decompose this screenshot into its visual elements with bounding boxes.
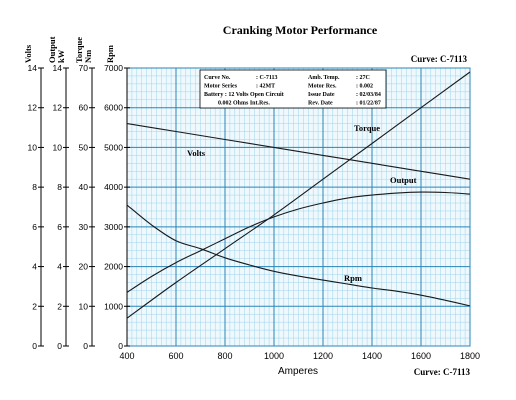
axis-tick-label: 5000 xyxy=(104,142,123,152)
info-box-text: Battery : 12 Volts Open Circuit xyxy=(204,92,284,98)
axis-tick-label: 60 xyxy=(79,103,89,113)
axis-title: Torque xyxy=(74,37,84,63)
series-line-volts xyxy=(126,123,471,180)
info-box-text: Rev. Date xyxy=(308,101,333,107)
series-line-rpm xyxy=(126,204,471,307)
axis-tick-label: 50 xyxy=(79,142,89,152)
axis-tick-label: 70 xyxy=(79,63,89,73)
axis-tick-label: 12 xyxy=(53,103,63,113)
chart-title: Cranking Motor Performance xyxy=(223,23,378,37)
x-tick-label: 1800 xyxy=(460,351,480,361)
axis-tick-label: 10 xyxy=(53,142,63,152)
info-box-text: : 01/22/87 xyxy=(356,101,381,107)
axis-tick-label: 4000 xyxy=(104,182,123,192)
axis-tick-label: 30 xyxy=(79,222,89,232)
axis-tick-label: 2000 xyxy=(104,262,123,272)
info-box-text: Curve No. xyxy=(204,75,231,81)
axis-tick-label: 0 xyxy=(57,341,62,351)
axis-tick-label: 7000 xyxy=(104,63,123,73)
axis-tick-label: 6 xyxy=(57,222,62,232)
axis-tick-label: 1000 xyxy=(104,301,123,311)
x-tick-label: 1000 xyxy=(264,351,284,361)
axis-tick-label: 14 xyxy=(28,63,38,73)
info-box-text: : 02/03/84 xyxy=(356,92,381,98)
series-label-output: Output xyxy=(390,175,417,185)
info-box-text: : 0.002 xyxy=(356,84,373,90)
x-tick-label: 1600 xyxy=(411,351,431,361)
series-label-torque: Torque xyxy=(354,123,380,133)
x-axis-label: Amperes xyxy=(278,366,318,377)
axis-tick-label: 14 xyxy=(53,63,63,73)
axis-title: Nm xyxy=(83,50,93,63)
series-line-output xyxy=(126,191,471,293)
axis-tick-label: 10 xyxy=(28,142,38,152)
axis-title: kW xyxy=(56,49,66,63)
info-box-text: Motor Res. xyxy=(308,84,337,90)
axis-tick-label: 2 xyxy=(32,301,37,311)
curve-label-top: Curve: C-7113 xyxy=(411,54,468,64)
axis-title: Output xyxy=(47,36,57,63)
axis-tick-label: 4 xyxy=(32,262,37,272)
axis-tick-label: 8 xyxy=(32,182,37,192)
x-tick-label: 600 xyxy=(168,351,183,361)
axis-tick-label: 4 xyxy=(57,262,62,272)
x-tick-label: 800 xyxy=(217,351,232,361)
info-box xyxy=(199,69,387,109)
info-box-text: : 42MT xyxy=(256,84,275,90)
axis-tick-label: 3000 xyxy=(104,222,123,232)
info-box-text: Amb. Temp. xyxy=(308,75,340,81)
axis-tick-label: 6000 xyxy=(104,103,123,113)
info-box-text: : C-7113 xyxy=(256,75,278,81)
info-box-text: Issue Date xyxy=(308,92,335,98)
axis-tick-label: 0 xyxy=(118,341,123,351)
axis-tick-label: 6 xyxy=(32,222,37,232)
x-tick-label: 1400 xyxy=(362,351,382,361)
axis-tick-label: 10 xyxy=(79,301,89,311)
axis-tick-label: 40 xyxy=(79,182,89,192)
axis-tick-label: 2 xyxy=(57,301,62,311)
series-label-rpm: Rpm xyxy=(344,273,362,283)
curve-label-bottom: Curve: C-7113 xyxy=(414,367,471,377)
series-label-volts: Volts xyxy=(187,148,206,158)
axis-tick-label: 0 xyxy=(83,341,88,351)
axis-tick-label: 8 xyxy=(57,182,62,192)
axis-tick-label: 0 xyxy=(32,341,37,351)
axis-title: Volts xyxy=(23,44,33,63)
info-box-text: : 27C xyxy=(356,75,370,81)
axis-tick-label: 12 xyxy=(28,103,38,113)
x-tick-label: 400 xyxy=(119,351,134,361)
info-box-text: Motor Series xyxy=(204,84,238,90)
axis-tick-label: 20 xyxy=(79,262,89,272)
x-tick-label: 1200 xyxy=(313,351,333,361)
info-box-text: 0.002 Ohms Int.Res. xyxy=(218,101,270,107)
axis-title: Rpm xyxy=(105,45,115,63)
series-line-torque xyxy=(126,71,471,319)
